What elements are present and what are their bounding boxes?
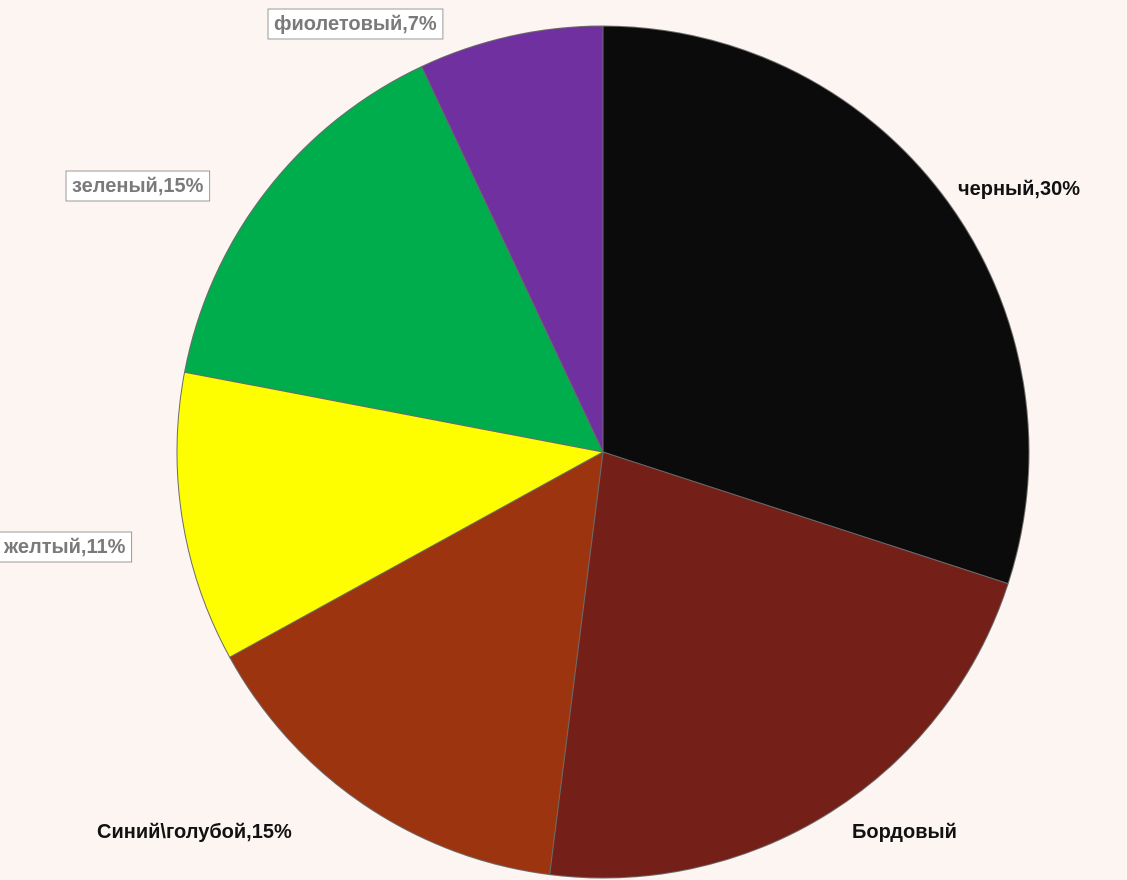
pie-labels: черный,30% Бордовый Синий\голубой,15% желты… (0, 8, 1080, 843)
slice-label-text-4: зеленый,15% (72, 175, 204, 197)
slice-label-box-4 (65, 170, 211, 202)
slice-label-0: черный,30% (958, 178, 1080, 200)
pie-slice-0 (602, 25, 1030, 585)
slice-label-2: Синий\голубой,15% (97, 821, 292, 843)
pie-slice-1 (549, 451, 1009, 879)
pie-slices (176, 25, 1030, 879)
pie-slice-2 (229, 451, 604, 876)
slice-label-box-3 (0, 531, 133, 563)
slice-label-text-3: желтый,11% (3, 536, 126, 558)
pie-slice-4 (183, 65, 604, 453)
slice-label-4: зеленый,15% (65, 170, 211, 202)
slice-label-text-2: Синий\голубой,15% (97, 821, 292, 843)
slice-label-text-5: фиолетовый,7% (274, 13, 437, 35)
slice-label-text-1: Бордовый (852, 821, 957, 843)
slice-label-box-5 (267, 8, 444, 40)
pie-slice-5 (420, 25, 604, 453)
pie-slice-3 (176, 371, 605, 658)
slice-label-text-0: черный,30% (958, 178, 1080, 200)
slice-label-5: фиолетовый,7% (267, 8, 444, 40)
slice-label-3: желтый,11% (0, 531, 133, 563)
slice-label-1: Бордовый (852, 821, 957, 843)
